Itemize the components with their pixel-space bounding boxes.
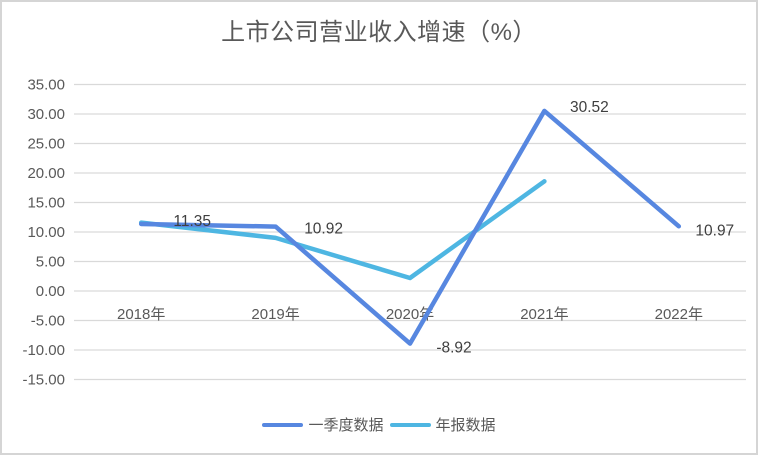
y-axis-tick-label: 5.00 xyxy=(36,254,65,271)
y-axis-tick-label: 25.00 xyxy=(27,136,65,153)
y-axis-tick-label: 15.00 xyxy=(27,195,65,212)
legend-label: 一季度数据 xyxy=(308,417,384,434)
x-axis-label: 2019年 xyxy=(251,306,299,323)
y-axis-tick-label: 20.00 xyxy=(27,165,65,182)
data-label: 11.35 xyxy=(173,213,211,230)
legend-item-annual[interactable]: 年报数据 xyxy=(389,414,496,435)
chart-legend: 一季度数据 年报数据 xyxy=(2,414,756,435)
data-label: 30.52 xyxy=(570,99,609,116)
y-axis-tick-label: 0.00 xyxy=(36,283,65,300)
legend-label: 年报数据 xyxy=(435,417,496,434)
data-label: 10.92 xyxy=(304,221,343,238)
x-axis-label: 2018年 xyxy=(117,306,165,323)
legend-line-swatch-icon xyxy=(389,422,431,427)
data-label: 10.97 xyxy=(695,222,734,239)
y-axis-tick-label: -5.00 xyxy=(31,313,65,330)
y-axis-tick-label: 35.00 xyxy=(27,77,65,94)
data-label: -8.92 xyxy=(436,340,471,357)
y-axis-tick-label: -15.00 xyxy=(22,372,65,389)
legend-line-swatch-icon xyxy=(262,422,304,427)
chart-title: 上市公司营业收入增速（%） xyxy=(221,19,537,46)
y-axis-tick-label: 10.00 xyxy=(27,224,65,241)
y-axis-tick-label: 30.00 xyxy=(27,106,65,123)
y-axis-tick-label: -10.00 xyxy=(22,342,65,359)
x-axis-label: 2021年 xyxy=(520,306,568,323)
legend-item-q1[interactable]: 一季度数据 xyxy=(262,414,384,435)
x-axis-label: 2022年 xyxy=(655,306,703,323)
series-line-q1 xyxy=(138,108,682,346)
